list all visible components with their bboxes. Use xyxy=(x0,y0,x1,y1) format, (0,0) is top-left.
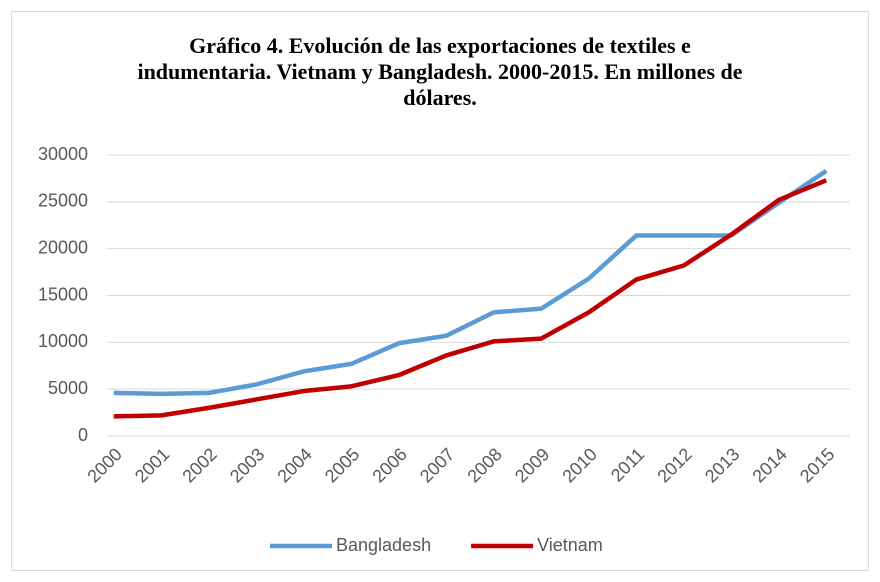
y-tick-label: 0 xyxy=(78,425,88,445)
chart-title: Gráfico 4. Evolución de las exportacione… xyxy=(137,33,743,110)
legend-label: Vietnam xyxy=(537,535,603,555)
y-tick-label: 10000 xyxy=(38,331,88,351)
legend-label: Bangladesh xyxy=(336,535,431,555)
chart-frame xyxy=(11,11,869,571)
y-tick-label: 25000 xyxy=(38,191,88,211)
y-tick-label: 30000 xyxy=(38,144,88,164)
y-tick-label: 20000 xyxy=(38,237,88,257)
y-tick-label: 15000 xyxy=(38,284,88,304)
y-tick-label: 5000 xyxy=(48,378,88,398)
line-series xyxy=(113,178,828,419)
line-series xyxy=(113,169,828,397)
